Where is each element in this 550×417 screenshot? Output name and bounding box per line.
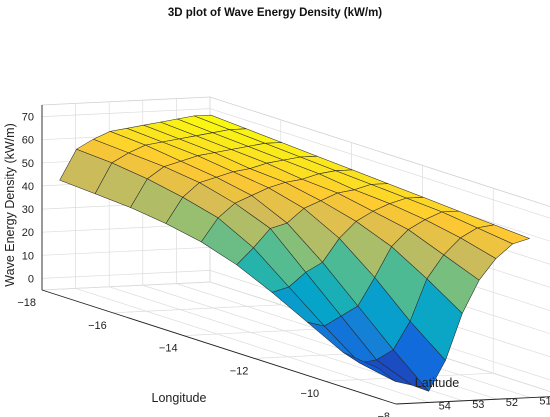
x-tick-label: −8 — [377, 411, 390, 417]
x-tick-label: −14 — [159, 343, 178, 355]
z-tick-label: 20 — [22, 227, 34, 239]
z-tick-label: 10 — [22, 250, 34, 262]
z-tick-label: 40 — [22, 181, 34, 193]
z-tick-label: 30 — [22, 204, 34, 216]
z-tick-label: 70 — [22, 112, 34, 124]
y-tick-label: 53 — [472, 399, 484, 411]
z-tick-label: 50 — [22, 158, 34, 170]
surface-patch — [342, 351, 396, 382]
x-axis-label: Longitude — [152, 391, 207, 405]
x-tick-label: −16 — [88, 320, 107, 332]
x-tick-label: −12 — [230, 365, 249, 377]
z-axis-label: Wave Energy Density (kW/m) — [3, 123, 17, 286]
x-axis-line — [41, 289, 397, 405]
chart-title: 3D plot of Wave Energy Density (kW/m) — [168, 7, 382, 19]
z-tick-label: 60 — [22, 135, 34, 147]
y-tick-label: 52 — [506, 397, 518, 409]
text-layer: 010203040506070−18−16−14−12−10−850515253… — [3, 112, 550, 417]
y-axis-label: Latitude — [415, 376, 460, 390]
y-tick-label: 54 — [439, 400, 451, 412]
z-tick-label: 0 — [28, 273, 34, 285]
surface-layer — [59, 114, 530, 392]
y-axis-line — [395, 396, 550, 405]
x-tick-label: −10 — [301, 388, 320, 400]
y-tick-label: 51 — [539, 396, 550, 408]
x-tick-label: −18 — [17, 297, 36, 309]
